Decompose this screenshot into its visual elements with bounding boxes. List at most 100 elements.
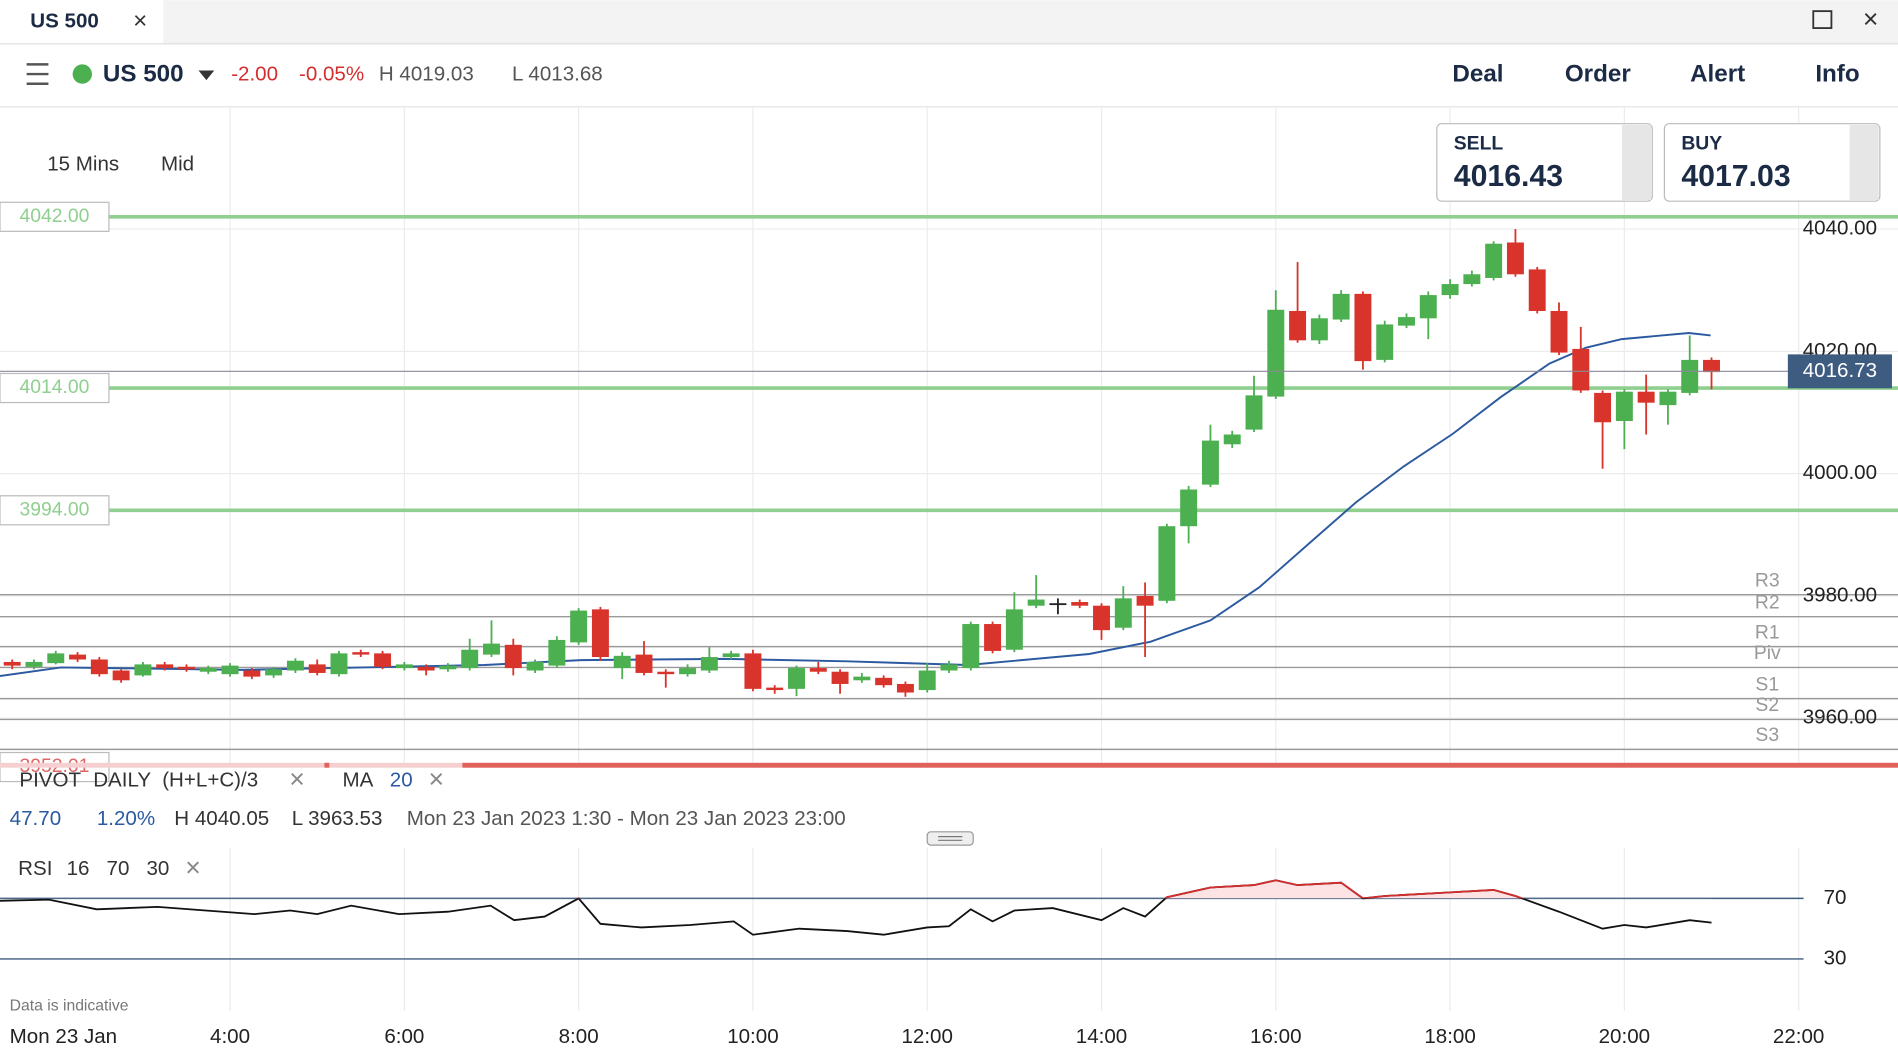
tab-title[interactable]: US 500: [30, 9, 99, 32]
candle-body: [722, 653, 740, 658]
x-tick-label: 18:00: [1424, 1025, 1475, 1048]
candle-body: [1398, 317, 1415, 326]
market-caret[interactable]: [198, 70, 215, 81]
rsi-overbought-area: [0, 880, 1712, 899]
x-tick-label: 22:00: [1773, 1025, 1824, 1048]
candle-body: [1093, 605, 1110, 631]
y-tick-label: 4040.00: [1803, 216, 1877, 239]
remove-ma[interactable]: ×: [429, 764, 445, 794]
rsi-chart: 30 70: [0, 879, 1847, 969]
maximize-icon[interactable]: [1812, 10, 1833, 29]
buy-price[interactable]: 4017.03: [1681, 160, 1790, 193]
candle-body: [940, 664, 958, 671]
candle-body: [3, 661, 21, 666]
candle-body: [352, 652, 370, 655]
candle-body: [526, 661, 544, 671]
last-price-label: 4016.73: [1803, 359, 1877, 382]
x-tick-label: 20:00: [1599, 1025, 1650, 1048]
sell-label[interactable]: SELL: [1454, 132, 1504, 154]
candle-body: [1572, 348, 1590, 391]
pivot-label: R3: [1755, 569, 1780, 591]
candle-body: [199, 668, 217, 672]
candle-body: [679, 668, 697, 675]
stat-pct: 1.20%: [97, 807, 155, 830]
candle-body: [1158, 526, 1176, 601]
deal-button[interactable]: Deal: [1452, 61, 1503, 88]
tab[interactable]: [0, 0, 164, 44]
candle-body: [1506, 242, 1524, 275]
ma-period: 20: [390, 768, 413, 791]
candle-body: [134, 664, 152, 676]
candle-body: [1027, 599, 1045, 606]
candle-body: [831, 671, 849, 684]
candle-body: [1550, 310, 1568, 353]
x-tick-label: 10:00: [727, 1025, 778, 1048]
interval[interactable]: 15 Mins: [47, 152, 119, 175]
candle-body: [243, 670, 261, 677]
price-chart: [0, 215, 1898, 751]
candle-body: [439, 665, 457, 670]
candle-body: [1201, 440, 1219, 485]
x-tick-label: 12:00: [901, 1025, 952, 1048]
price-type[interactable]: Mid: [161, 152, 194, 175]
candle-body: [1637, 391, 1655, 403]
rsi-name: RSI: [18, 857, 52, 880]
rsi-tick-label: 70: [1824, 886, 1847, 909]
candle-body: [1332, 293, 1350, 320]
candle-body: [69, 654, 87, 660]
buy-label[interactable]: BUY: [1681, 132, 1722, 154]
candle-body: [591, 609, 609, 658]
status-dot: [72, 64, 92, 84]
remove-pivot[interactable]: ×: [289, 764, 305, 794]
candle-body: [1245, 395, 1263, 430]
last-price-box: [1787, 354, 1892, 389]
stat-change: 47.70: [10, 807, 61, 830]
pivot-label: Piv: [1754, 642, 1781, 664]
rsi-param: 30: [146, 857, 169, 880]
tab-close[interactable]: ×: [133, 7, 147, 34]
candle-body: [766, 687, 784, 691]
candle-body: [330, 653, 348, 675]
remove-rsi[interactable]: ×: [185, 852, 201, 882]
stat-low: L 3963.53: [292, 807, 383, 830]
rsi-tick-label: 30: [1824, 946, 1847, 969]
candle-body: [25, 661, 43, 667]
sell-price[interactable]: 4016.43: [1454, 160, 1563, 193]
sell-box[interactable]: SELL 4016.43: [1436, 123, 1653, 202]
panel-resize[interactable]: [926, 831, 974, 846]
price-level-label: 3994.00: [19, 498, 89, 520]
pivot-formula: (H+L+C)/3: [162, 768, 258, 791]
info-button[interactable]: Info: [1815, 61, 1859, 88]
candle-body: [1594, 392, 1612, 423]
order-button[interactable]: Order: [1565, 61, 1631, 88]
candle-body: [984, 624, 1002, 651]
candle-body: [504, 644, 522, 669]
buy-box[interactable]: BUY 4017.03: [1663, 123, 1881, 202]
change-pct: -0.05%: [299, 63, 364, 86]
candle-body: [896, 683, 914, 693]
candle-body: [461, 649, 479, 669]
alert-button[interactable]: Alert: [1690, 61, 1745, 88]
candle-body: [918, 670, 936, 691]
candle-body: [1354, 293, 1372, 362]
candle-body: [47, 653, 65, 664]
date-label: Mon 23 Jan: [10, 1025, 117, 1048]
candle-body: [178, 666, 195, 670]
day-low: L 4013.68: [512, 63, 603, 86]
change: -2.00: [231, 63, 278, 86]
pivot-label: S3: [1755, 724, 1779, 746]
grid: [0, 106, 1898, 1011]
candle-body: [1659, 391, 1677, 406]
menu-icon[interactable]: [26, 63, 49, 85]
candle-body: [1223, 434, 1241, 445]
x-tick-label: 16:00: [1250, 1025, 1301, 1048]
window-close[interactable]: ×: [1863, 4, 1879, 34]
x-tick-label: 4:00: [210, 1025, 250, 1048]
market-name[interactable]: US 500: [103, 61, 184, 88]
candle-body: [1703, 359, 1720, 373]
price-level-box: [0, 201, 110, 232]
candle-body: [1071, 602, 1089, 606]
candle-body: [1419, 295, 1437, 319]
candle-body: [548, 639, 566, 666]
